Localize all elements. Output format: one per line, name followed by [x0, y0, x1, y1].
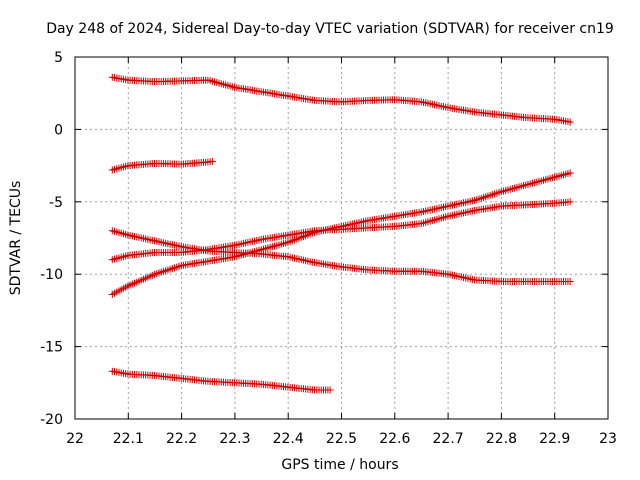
data-point-marker	[566, 169, 574, 177]
y-tick-label: -10	[40, 267, 63, 283]
y-tick-label: -5	[49, 195, 63, 211]
y-axis-label: SDTVAR / TECUs	[8, 181, 24, 296]
x-tick-label: 22.8	[486, 431, 517, 447]
chart-title: Day 248 of 2024, Sidereal Day-to-day VTE…	[46, 21, 614, 37]
x-tick-label: 22.5	[326, 431, 357, 447]
x-tick-label: 22.7	[433, 431, 464, 447]
y-tick-label: 5	[54, 50, 63, 66]
plot-frame	[74, 56, 609, 420]
y-tick-label: -15	[40, 340, 63, 356]
x-tick-label: 22	[66, 431, 84, 447]
y-tick-label: 0	[54, 122, 63, 138]
series-6	[108, 367, 334, 394]
x-tick-label: 22.4	[273, 431, 304, 447]
series-2	[108, 157, 216, 174]
x-tick-label: 23	[599, 431, 617, 447]
x-tick-label: 22.9	[539, 431, 570, 447]
series-1	[108, 73, 574, 126]
x-axis-label: GPS time / hours	[281, 457, 398, 473]
x-tick-label: 22.2	[166, 431, 197, 447]
data-point-marker	[326, 386, 334, 394]
data-series-group	[108, 73, 574, 394]
y-tick-label: -20	[40, 412, 63, 428]
y-axis-ticks: 5 0 -5 -10 -15 -20	[40, 50, 608, 428]
x-axis-ticks: 22 22.1 22.2 22.3 22.4 22.5 22.6 22.7 22.8 22.9 23	[66, 57, 617, 447]
data-point-marker	[566, 198, 574, 206]
x-tick-label: 22.6	[379, 431, 410, 447]
data-point-marker	[208, 157, 216, 165]
x-tick-label: 22.3	[219, 431, 250, 447]
grid-lines	[75, 57, 608, 419]
series-5	[108, 169, 574, 298]
data-point-marker	[566, 118, 574, 126]
x-tick-label: 22.1	[113, 431, 144, 447]
data-point-marker	[566, 277, 574, 285]
